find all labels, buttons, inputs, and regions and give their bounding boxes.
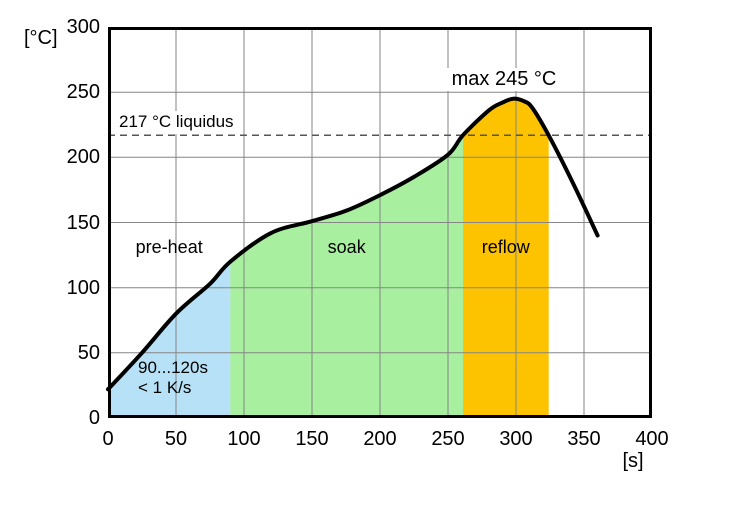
- x-tick-label: 0: [102, 428, 114, 450]
- y-tick-label: 0: [88, 407, 100, 429]
- zone-label-pre-heat: pre-heat: [135, 237, 203, 257]
- chart-canvas: [106, 27, 652, 418]
- plot-border: [108, 27, 652, 418]
- max-temperature-annotation: max 245 °C: [445, 68, 563, 91]
- liquidus-annotation: 217 °C liquidus: [115, 111, 239, 134]
- x-tick-label: 400: [635, 428, 669, 450]
- y-tick-label: 50: [77, 341, 100, 364]
- preheat-ramp-annotation: 90...120s < 1 K/s: [138, 358, 208, 398]
- preheat-rate-text: < 1 K/s: [138, 378, 192, 397]
- x-tick-label: 350: [567, 428, 601, 450]
- x-tick-label: 250: [431, 428, 465, 450]
- y-tick-label: 250: [66, 81, 100, 104]
- x-tick-label: 200: [363, 428, 397, 450]
- zone-label-reflow: reflow: [481, 237, 530, 257]
- y-tick-label: 100: [66, 276, 100, 299]
- zone-label-soak: soak: [327, 237, 366, 257]
- x-tick-label: 300: [499, 428, 533, 450]
- y-tick-label: 200: [66, 146, 100, 169]
- x-tick-label: 50: [164, 428, 188, 450]
- plot-area: pre-heat soak reflow 217 °C liquidus max 2…: [106, 27, 652, 418]
- zone-fill-reflow: [463, 98, 549, 418]
- temperature-curve: [106, 96, 600, 392]
- x-axis-unit-label: [s]: [622, 450, 644, 472]
- y-tick-label: 300: [66, 16, 100, 38]
- preheat-duration-text: 90...120s: [138, 358, 208, 377]
- x-tick-label: 150: [295, 428, 329, 450]
- zone-fill-pre-heat: [108, 261, 231, 418]
- x-tick-label: 100: [227, 428, 261, 450]
- zone-fill-soak: [230, 135, 464, 418]
- y-tick-label: 150: [66, 211, 100, 234]
- y-axis-unit-label: [°C]: [24, 27, 58, 49]
